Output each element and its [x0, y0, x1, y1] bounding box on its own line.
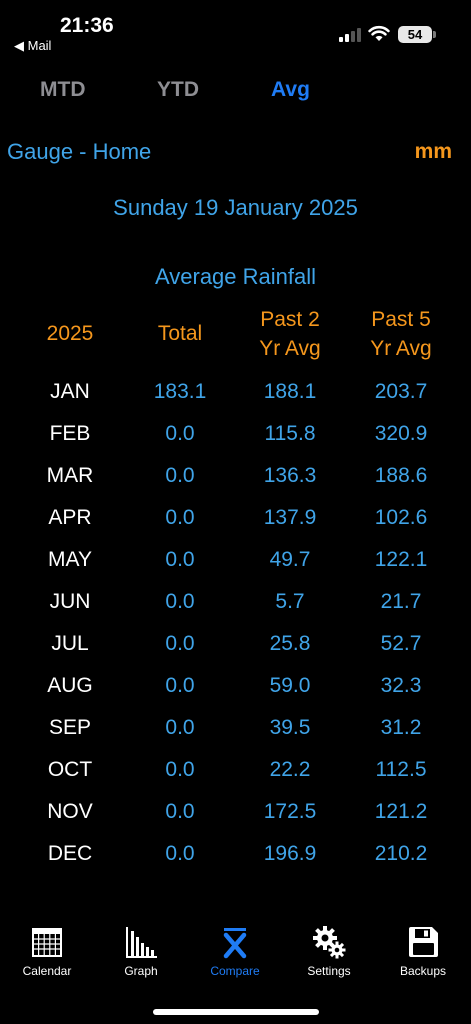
total-cell: 0.0 — [165, 716, 195, 739]
total-cell: 0.0 — [165, 464, 195, 487]
month-cell: MAY — [48, 548, 92, 571]
bar-chart-icon — [126, 927, 157, 958]
total-cell: 0.0 — [165, 758, 195, 781]
avg5-cell: 210.2 — [374, 842, 428, 865]
month-cell: FEB — [49, 422, 91, 445]
avg2-cell: 39.5 — [269, 716, 311, 739]
month-cell: SEP — [48, 716, 92, 739]
tab-bar: Calendar Graph Compare — [0, 925, 471, 995]
table-row: AUG 0.0 59.0 32.3 — [0, 674, 471, 704]
avg5-cell: 121.2 — [374, 800, 428, 823]
table-row: JUN 0.0 5.7 21.7 — [0, 590, 471, 620]
total-cell: 0.0 — [165, 800, 195, 823]
avg5-cell: 21.7 — [380, 590, 422, 613]
avg2-cell: 196.9 — [263, 842, 317, 865]
month-cell: MAR — [46, 464, 94, 487]
avg2-cell: 137.9 — [263, 506, 317, 529]
avg5-cell: 32.3 — [380, 674, 422, 697]
table-row: APR 0.0 137.9 102.6 — [0, 506, 471, 536]
column-header-line: Past 2 — [260, 308, 320, 331]
column-header-past-2-yr-avg: Past 2 Yr Avg — [235, 305, 345, 363]
cellular-signal-icon — [339, 28, 361, 42]
table-row: MAY 0.0 49.7 122.1 — [0, 548, 471, 578]
month-cell: APR — [48, 506, 92, 529]
table-title: Average Rainfall — [154, 264, 317, 289]
selected-date[interactable]: Sunday 19 January 2025 — [113, 195, 358, 220]
avg2-cell: 172.5 — [263, 800, 317, 823]
avg2-cell: 136.3 — [263, 464, 317, 487]
avg2-cell: 49.7 — [269, 548, 311, 571]
table-row: JUL 0.0 25.8 52.7 — [0, 632, 471, 662]
tab-label: Graph — [124, 964, 158, 978]
total-cell: 0.0 — [165, 590, 195, 613]
wifi-icon — [368, 25, 390, 41]
tab-label: Calendar — [22, 964, 72, 978]
battery-tip — [433, 31, 436, 38]
avg2-cell: 188.1 — [263, 380, 317, 403]
avg5-cell: 52.7 — [380, 632, 422, 655]
back-to-mail-link[interactable]: ◀ Mail — [14, 38, 52, 53]
table-row: JAN 183.1 188.1 203.7 — [0, 380, 471, 410]
table-row: OCT 0.0 22.2 112.5 — [0, 758, 471, 788]
x-bar-icon — [223, 928, 247, 959]
floppy-disk-icon — [409, 927, 438, 957]
status-time: 21:36 — [60, 14, 114, 37]
avg2-cell: 22.2 — [269, 758, 311, 781]
month-cell: DEC — [47, 842, 93, 865]
avg2-cell: 59.0 — [269, 674, 311, 697]
table-row: DEC 0.0 196.9 210.2 — [0, 842, 471, 872]
total-cell: 0.0 — [165, 422, 195, 445]
column-header-line: Yr Avg — [259, 337, 321, 360]
month-cell: NOV — [47, 800, 93, 823]
month-cell: JAN — [50, 380, 90, 403]
tab-graph[interactable]: Graph — [101, 925, 181, 978]
column-header-past-5-yr-avg: Past 5 Yr Avg — [346, 305, 456, 363]
total-cell: 0.0 — [165, 632, 195, 655]
avg5-cell: 122.1 — [374, 548, 428, 571]
table-row: MAR 0.0 136.3 188.6 — [0, 464, 471, 494]
avg5-cell: 31.2 — [380, 716, 422, 739]
month-cell: AUG — [47, 674, 93, 697]
tab-label: Backups — [399, 964, 447, 978]
avg2-cell: 25.8 — [269, 632, 311, 655]
tab-compare[interactable]: Compare — [195, 925, 275, 978]
total-cell: 0.0 — [165, 548, 195, 571]
avg5-cell: 320.9 — [374, 422, 428, 445]
status-bar: 21:36 ◀ Mail 54 — [0, 0, 471, 60]
month-cell: JUL — [51, 632, 89, 655]
avg5-cell: 188.6 — [374, 464, 428, 487]
tab-label: Compare — [210, 964, 260, 978]
total-cell: 0.0 — [165, 506, 195, 529]
month-cell: OCT — [47, 758, 93, 781]
gauge-name[interactable]: Gauge - Home — [7, 139, 152, 164]
avg2-cell: 115.8 — [264, 422, 316, 445]
avg2-cell: 5.7 — [275, 590, 305, 613]
total-cell: 0.0 — [165, 842, 195, 865]
home-indicator[interactable] — [153, 1009, 319, 1015]
column-header-line: Past 5 — [371, 308, 431, 331]
battery-icon: 54 — [398, 26, 432, 43]
tab-backups[interactable]: Backups — [383, 925, 463, 978]
column-header-year: 2025 — [46, 322, 94, 345]
table-row: FEB 0.0 115.8 320.9 — [0, 422, 471, 452]
total-cell: 0.0 — [165, 674, 195, 697]
column-header-line: Yr Avg — [370, 337, 432, 360]
unit-label[interactable]: mm — [414, 140, 452, 163]
month-cell: JUN — [49, 590, 91, 613]
tab-settings[interactable]: Settings — [289, 925, 369, 978]
tab-calendar[interactable]: Calendar — [7, 925, 87, 978]
table-row: SEP 0.0 39.5 31.2 — [0, 716, 471, 746]
calendar-icon — [32, 928, 62, 957]
avg5-cell: 102.6 — [374, 506, 428, 529]
total-cell: 183.1 — [153, 380, 207, 403]
table-row: NOV 0.0 172.5 121.2 — [0, 800, 471, 830]
segment-mtd[interactable]: MTD — [40, 78, 86, 101]
segment-ytd[interactable]: YTD — [157, 78, 199, 101]
gears-icon — [313, 926, 346, 959]
segment-avg[interactable]: Avg — [271, 78, 310, 101]
tab-label: Settings — [307, 964, 351, 978]
column-header-total: Total — [157, 322, 203, 345]
avg5-cell: 203.7 — [374, 380, 428, 403]
avg5-cell: 112.5 — [375, 758, 427, 781]
